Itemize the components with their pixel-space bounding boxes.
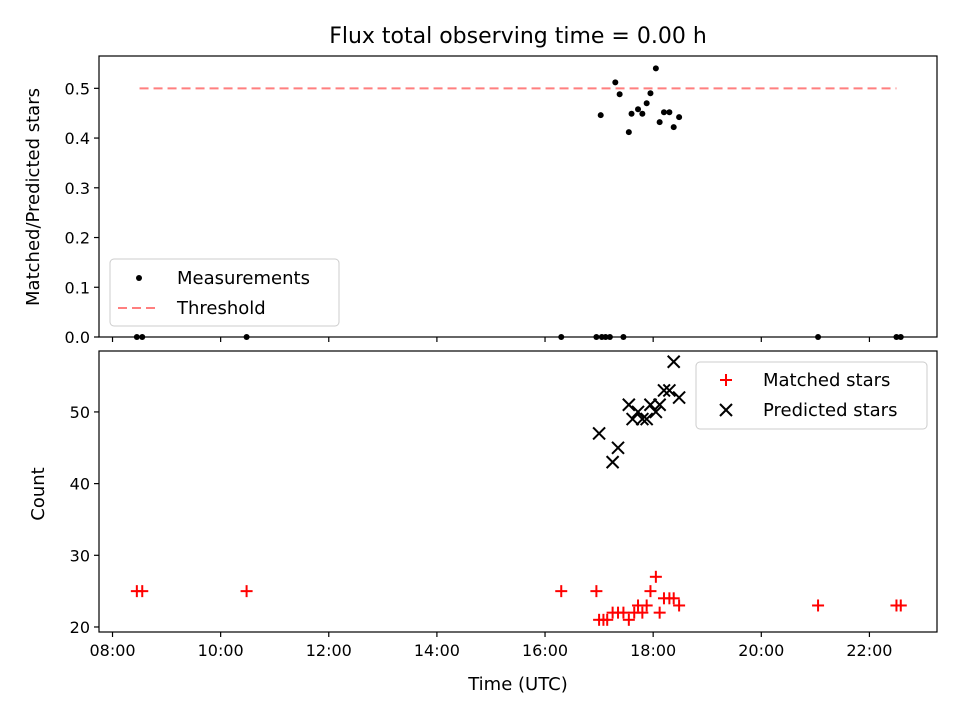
matched-star-point <box>590 585 603 598</box>
predicted-star-point <box>657 383 671 398</box>
predicted-star-point <box>652 398 667 412</box>
predicted-star-point <box>605 455 620 469</box>
top-legend: Measurements Threshold <box>109 258 340 327</box>
x-tick-label: 16:00 <box>522 641 568 660</box>
top-y-tick-label: 0.4 <box>65 129 90 148</box>
matched-star-point <box>636 606 649 619</box>
predicted-star-point <box>635 412 650 426</box>
bottom-plot-area: 20 30 40 50 08:00 10:00 12:00 14:00 16:00 18:00 20… <box>70 350 938 660</box>
measurement-point <box>666 109 673 116</box>
measurement-point <box>597 112 604 119</box>
x-tick-label: 08:00 <box>89 641 135 660</box>
measurement-point <box>652 65 659 72</box>
top-y-tick-label: 0.2 <box>65 229 90 248</box>
x-tick-label: 14:00 <box>414 641 460 660</box>
matched-star-point <box>812 599 825 612</box>
bottom-plot-frame <box>98 350 938 633</box>
top-y-tick-label: 0.5 <box>65 79 90 98</box>
legend-label-predicted: Predicted stars <box>763 400 897 421</box>
x-tick-label: 18:00 <box>630 641 676 660</box>
predicted-star-point <box>649 405 663 419</box>
matched-star-point <box>667 592 680 605</box>
chart-title: Flux total observing time = 0.00 h <box>329 24 707 49</box>
measurement-point <box>635 106 642 113</box>
legend-label-threshold: Threshold <box>176 298 266 319</box>
predicted-star-point <box>622 398 636 412</box>
top-plot-area: 0.0 0.1 0.2 0.3 0.4 0.5 Measurements Threshold <box>65 55 938 347</box>
matched-star-point <box>136 585 149 598</box>
measurement-point <box>660 109 667 116</box>
matched-star-point <box>673 599 686 612</box>
measurement-point <box>639 110 646 117</box>
matched-star-point <box>555 585 568 598</box>
top-y-axis-label: Matched/Predicted stars <box>23 88 44 306</box>
legend-label-matched: Matched stars <box>763 370 890 391</box>
measurement-point <box>647 90 654 97</box>
measurement-point <box>625 129 632 136</box>
legend-matched-marker <box>720 374 732 386</box>
x-tick-label: 12:00 <box>306 641 352 660</box>
predicted-star-point <box>631 405 645 419</box>
top-y-tick-label: 0.1 <box>65 278 90 297</box>
matched-star-point <box>653 606 666 619</box>
legend-measurement-marker <box>136 275 142 281</box>
predicted-star-point <box>625 412 640 426</box>
predicted-star-point <box>592 426 606 441</box>
matched-star-point <box>617 606 630 619</box>
predicted-star-point <box>672 390 686 405</box>
measurement-point <box>643 100 650 107</box>
top-y-tick-label: 0.0 <box>65 328 90 347</box>
matched-star-point <box>894 599 907 612</box>
measurement-point <box>628 110 635 117</box>
measurement-point <box>656 119 663 126</box>
predicted-star-point <box>639 412 654 426</box>
bottom-y-axis-label: Count <box>28 467 49 520</box>
matched-star-point <box>644 585 657 598</box>
measurement-point <box>612 79 619 86</box>
matched-star-point <box>649 570 662 583</box>
legend-predicted-marker <box>719 403 733 417</box>
top-y-tick-label: 0.3 <box>65 179 90 198</box>
measurement-point <box>676 114 683 121</box>
matched-star-point <box>640 599 653 612</box>
matched-star-point <box>601 613 614 626</box>
legend-label-measurements: Measurements <box>177 268 310 289</box>
top-plot-frame <box>98 55 938 338</box>
measurement-point <box>670 124 677 131</box>
x-axis-label: Time (UTC) <box>467 674 568 695</box>
x-tick-label: 10:00 <box>198 641 244 660</box>
predicted-star-point <box>611 441 625 455</box>
measurement-point <box>616 91 623 98</box>
x-tick-label: 20:00 <box>738 641 784 660</box>
bottom-y-tick-label: 40 <box>70 475 90 494</box>
bottom-y-tick-label: 20 <box>70 618 90 637</box>
predicted-star-point <box>662 383 677 398</box>
bottom-legend: Matched stars Predicted stars <box>695 361 928 430</box>
bottom-y-tick-label: 30 <box>70 546 90 565</box>
matched-star-point <box>240 585 253 598</box>
x-tick-label: 22:00 <box>846 641 892 660</box>
matched-star-point <box>622 613 635 626</box>
bottom-y-tick-label: 50 <box>70 403 90 422</box>
predicted-star-point <box>666 355 681 369</box>
